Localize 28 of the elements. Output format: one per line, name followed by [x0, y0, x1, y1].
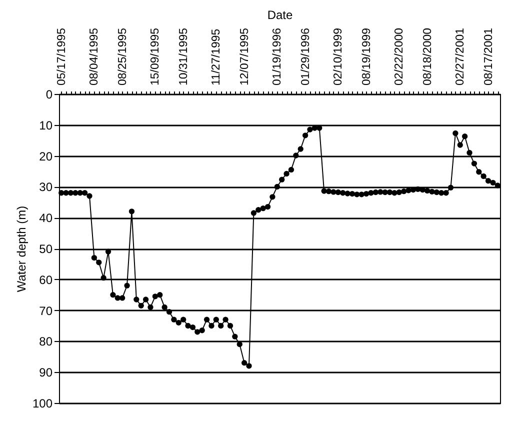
x-tick-label: 02/10/1999: [332, 28, 345, 86]
x-tick-label: 02/22/2000: [394, 28, 406, 86]
y-tick-label: 100: [32, 396, 53, 410]
x-axis-title: Date: [267, 8, 293, 22]
y-tick-label: 90: [39, 366, 53, 380]
y-tick-label: 10: [39, 118, 53, 132]
x-tick-label: 01/29/1996: [300, 28, 312, 86]
y-tick-label: 50: [39, 242, 53, 256]
x-tick-label: 08/17/2001: [482, 28, 495, 86]
x-tick-label: 08/25/1995: [116, 28, 129, 86]
x-tick-label: 08/04/1995: [88, 28, 101, 86]
y-axis-title: Water depth (m): [14, 206, 28, 292]
x-tick-label: 08/19/1999: [360, 28, 373, 86]
x-tick-label: 12/07/1995: [238, 28, 251, 86]
x-tick-label: 15/09/1995: [150, 28, 162, 86]
x-tick-label: 10/31/1995: [178, 28, 190, 86]
x-tick-label: 01/19/1996: [272, 28, 284, 86]
y-tick-label: 30: [39, 180, 53, 194]
y-tick-label: 40: [39, 211, 53, 226]
x-tick-label: 02/27/2001: [454, 28, 467, 86]
y-tick-label: 0: [46, 88, 53, 102]
y-tick-label: 20: [39, 149, 53, 164]
y-tick-label: 60: [39, 272, 53, 287]
y-tick-label: 80: [39, 334, 53, 349]
x-tick-label: 11/27/1995: [210, 28, 223, 86]
x-tick-label: 08/18/2000: [422, 28, 434, 86]
x-tick-label: 05/17/1995: [56, 28, 68, 86]
y-tick-label: 70: [39, 304, 53, 318]
